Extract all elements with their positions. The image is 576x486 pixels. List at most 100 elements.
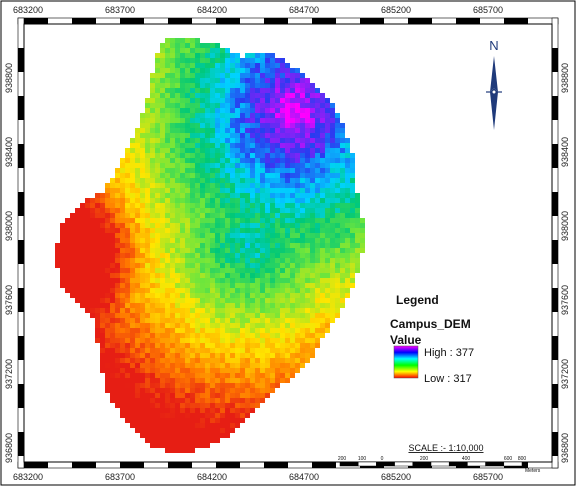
- dem-cell: [290, 343, 295, 348]
- dem-cell: [275, 283, 280, 288]
- dem-cell: [205, 343, 210, 348]
- dem-cell: [275, 228, 280, 233]
- dem-cell: [100, 318, 105, 323]
- dem-cell: [220, 358, 225, 363]
- dem-cell: [240, 98, 245, 103]
- dem-cell: [295, 328, 300, 333]
- dem-cell: [160, 258, 165, 263]
- dem-cell: [275, 158, 280, 163]
- dem-cell: [105, 273, 110, 278]
- dem-cell: [290, 98, 295, 103]
- dem-cell: [290, 248, 295, 253]
- dem-cell: [210, 168, 215, 173]
- dem-cell: [135, 168, 140, 173]
- dem-cell: [250, 178, 255, 183]
- dem-cell: [155, 73, 160, 78]
- dem-cell: [170, 358, 175, 363]
- dem-cell: [260, 338, 265, 343]
- dem-cell: [315, 273, 320, 278]
- dem-cell: [310, 118, 315, 123]
- dem-cell: [135, 413, 140, 418]
- dem-cell: [150, 258, 155, 263]
- dem-cell: [240, 323, 245, 328]
- dem-cell: [240, 88, 245, 93]
- dem-cell: [180, 193, 185, 198]
- dem-cell: [100, 263, 105, 268]
- dem-cell: [170, 298, 175, 303]
- dem-cell: [220, 173, 225, 178]
- dem-cell: [125, 263, 130, 268]
- dem-cell: [135, 428, 140, 433]
- dem-cell: [190, 88, 195, 93]
- dem-cell: [245, 203, 250, 208]
- dem-cell: [185, 368, 190, 373]
- dem-cell: [180, 348, 185, 353]
- dem-cell: [145, 413, 150, 418]
- dem-cell: [220, 263, 225, 268]
- dem-cell: [175, 283, 180, 288]
- dem-cell: [320, 308, 325, 313]
- dem-cell: [215, 328, 220, 333]
- dem-cell: [175, 123, 180, 128]
- dem-cell: [295, 148, 300, 153]
- dem-cell: [210, 178, 215, 183]
- y-tick-label-left: 937200: [4, 359, 14, 389]
- dem-cell: [140, 143, 145, 148]
- dem-cell: [295, 303, 300, 308]
- dem-cell: [315, 118, 320, 123]
- dem-cell: [180, 288, 185, 293]
- dem-cell: [120, 268, 125, 273]
- dem-cell: [320, 113, 325, 118]
- dem-cell: [290, 258, 295, 263]
- dem-cell: [95, 258, 100, 263]
- dem-cell: [160, 193, 165, 198]
- dem-cell: [240, 398, 245, 403]
- dem-cell: [140, 293, 145, 298]
- dem-cell: [190, 158, 195, 163]
- dem-cell: [145, 343, 150, 348]
- dem-cell: [140, 298, 145, 303]
- dem-cell: [170, 233, 175, 238]
- dem-cell: [155, 68, 160, 73]
- dem-cell: [180, 408, 185, 413]
- dem-cell: [230, 378, 235, 383]
- y-tick-label-right: 937600: [560, 285, 570, 315]
- dem-cell: [120, 203, 125, 208]
- dem-cell: [265, 218, 270, 223]
- dem-cell: [240, 373, 245, 378]
- dem-cell: [285, 78, 290, 83]
- dem-cell: [270, 293, 275, 298]
- dem-cell: [245, 178, 250, 183]
- dem-cell: [110, 393, 115, 398]
- dem-cell: [120, 158, 125, 163]
- dem-cell: [310, 158, 315, 163]
- dem-cell: [275, 233, 280, 238]
- dem-cell: [180, 253, 185, 258]
- dem-cell: [310, 208, 315, 213]
- dem-cell: [355, 263, 360, 268]
- dem-cell: [125, 243, 130, 248]
- dem-cell: [215, 338, 220, 343]
- dem-cell: [215, 53, 220, 58]
- dem-cell: [300, 123, 305, 128]
- dem-cell: [290, 193, 295, 198]
- dem-cell: [300, 143, 305, 148]
- dem-cell: [195, 348, 200, 353]
- dem-cell: [315, 243, 320, 248]
- dem-cell: [300, 278, 305, 283]
- dem-cell: [200, 233, 205, 238]
- dem-cell: [245, 123, 250, 128]
- dem-cell: [170, 113, 175, 118]
- dem-cell: [315, 338, 320, 343]
- dem-cell: [120, 413, 125, 418]
- dem-cell: [165, 53, 170, 58]
- dem-cell: [160, 253, 165, 258]
- dem-cell: [195, 168, 200, 173]
- dem-cell: [170, 243, 175, 248]
- dem-cell: [150, 173, 155, 178]
- dem-cell: [360, 228, 365, 233]
- dem-cell: [80, 228, 85, 233]
- dem-cell: [75, 223, 80, 228]
- dem-cell: [250, 198, 255, 203]
- dem-cell: [120, 213, 125, 218]
